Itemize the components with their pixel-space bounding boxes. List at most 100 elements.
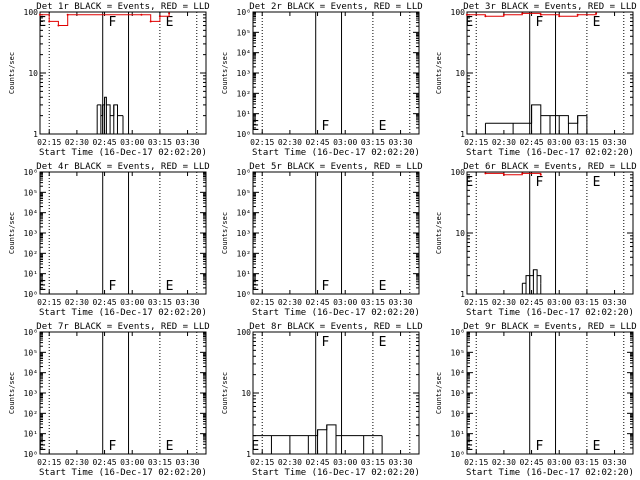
x-tick-label: 02:15 bbox=[250, 458, 274, 467]
x-tick-label: 03:00 bbox=[547, 138, 571, 147]
region-marker-e: E bbox=[465, 15, 473, 30]
lld-point bbox=[558, 15, 561, 18]
y-tick-label: 10⁵ bbox=[24, 188, 38, 197]
y-tick-label: 10⁴ bbox=[451, 369, 465, 378]
y-tick-label: 10 bbox=[241, 389, 251, 398]
y-axis-label: Counts/sec bbox=[221, 212, 229, 254]
y-tick-label: 10⁶ bbox=[24, 328, 38, 337]
panel-title: Det 3r BLACK = Events, RED = LLD bbox=[463, 2, 636, 12]
panel-det-1: Det 1r BLACK = Events, RED = LLD 1 10 100 02… bbox=[8, 2, 210, 158]
y-tick-label: 10¹ bbox=[237, 270, 251, 279]
region-marker-e: E bbox=[251, 279, 259, 294]
region-marker-e: E bbox=[379, 335, 387, 350]
y-tick-label: 1 bbox=[33, 130, 38, 139]
region-marker-f: F bbox=[321, 335, 329, 350]
x-tick-label: 02:45 bbox=[520, 458, 544, 467]
y-tick-label: 10⁴ bbox=[24, 209, 38, 218]
lld-point bbox=[39, 13, 41, 16]
x-tick-label: 02:30 bbox=[65, 138, 89, 147]
x-tick-label: 02:45 bbox=[306, 138, 330, 147]
y-tick-label: 10⁰ bbox=[24, 450, 38, 459]
x-tick-label: 02:45 bbox=[93, 458, 117, 467]
region-marker-e: E bbox=[593, 15, 601, 30]
x-tick-label: 03:30 bbox=[176, 138, 200, 147]
panel-title: Det 1r BLACK = Events, RED = LLD bbox=[36, 2, 209, 12]
y-tick-label: 10³ bbox=[237, 69, 251, 78]
panel-title: Det 9r BLACK = Events, RED = LLD bbox=[463, 322, 636, 332]
x-tick-label: 02:15 bbox=[464, 458, 488, 467]
x-tick-label: 02:15 bbox=[37, 298, 61, 307]
axes-frame bbox=[39, 331, 207, 455]
lld-point bbox=[502, 13, 505, 16]
y-tick-label: 10⁶ bbox=[24, 168, 38, 177]
x-tick-label: 02:30 bbox=[492, 298, 516, 307]
x-axis-label: Start Time (16-Dec-17 02:02:20) bbox=[39, 148, 207, 158]
lld-point bbox=[502, 173, 505, 176]
x-tick-label: 03:15 bbox=[361, 138, 385, 147]
region-marker-e: E bbox=[166, 15, 174, 30]
y-tick-label: 10⁵ bbox=[451, 348, 465, 357]
lld-point bbox=[521, 12, 524, 15]
panel-title: Det 5r BLACK = Events, RED = LLD bbox=[249, 162, 422, 172]
x-tick-label: 03:15 bbox=[361, 458, 385, 467]
region-marker-e: E bbox=[379, 119, 387, 134]
x-tick-label: 03:15 bbox=[148, 298, 172, 307]
region-marker-e: E bbox=[593, 439, 601, 454]
x-axis-label: Start Time (16-Dec-17 02:02:20) bbox=[252, 148, 420, 158]
y-tick-label: 10¹ bbox=[451, 430, 465, 439]
region-marker-e: E bbox=[465, 175, 473, 190]
series-events-line bbox=[97, 96, 123, 117]
y-tick-label: 10⁰ bbox=[451, 450, 465, 459]
region-marker-f: F bbox=[108, 279, 116, 294]
x-tick-label: 03:30 bbox=[176, 458, 200, 467]
panel-det-9: Det 9r BLACK = Events, RED = LLD 10⁰ 10¹ 10… bbox=[435, 322, 637, 478]
x-axis-label: Start Time (16-Dec-17 02:02:20) bbox=[252, 308, 420, 318]
x-axis-label: Start Time (16-Dec-17 02:02:20) bbox=[466, 148, 634, 158]
y-tick-label: 10² bbox=[237, 249, 251, 258]
y-tick-label: 10² bbox=[24, 409, 38, 418]
y-tick-label: 1 bbox=[246, 450, 251, 459]
y-tick-label: 10⁰ bbox=[237, 130, 251, 139]
x-tick-label: 02:30 bbox=[278, 138, 302, 147]
region-marker-e: E bbox=[38, 279, 46, 294]
y-tick-label: 10⁰ bbox=[24, 290, 38, 299]
x-tick-label: 03:15 bbox=[575, 458, 599, 467]
y-tick-label: 10³ bbox=[451, 389, 465, 398]
panel-det-6: Det 6r BLACK = Events, RED = LLD 1 10 100 02… bbox=[435, 162, 637, 318]
y-tick-label: 10² bbox=[237, 89, 251, 98]
y-axis-label: Counts/sec bbox=[221, 52, 229, 94]
y-tick-label: 10² bbox=[24, 249, 38, 258]
series-lld-line bbox=[40, 13, 170, 26]
x-tick-label: 03:30 bbox=[603, 138, 627, 147]
lld-point bbox=[66, 13, 69, 16]
y-tick-label: 10⁰ bbox=[237, 290, 251, 299]
y-tick-label: 10⁶ bbox=[237, 8, 251, 17]
lld-point bbox=[576, 13, 579, 16]
region-marker-e: E bbox=[38, 439, 46, 454]
region-marker-e: E bbox=[251, 119, 259, 134]
panel-title: Det 4r BLACK = Events, RED = LLD bbox=[36, 162, 209, 172]
y-tick-label: 10³ bbox=[237, 229, 251, 238]
lld-point bbox=[149, 20, 152, 23]
y-tick-label: 10 bbox=[28, 69, 38, 78]
y-axis-label: Counts/sec bbox=[8, 212, 16, 254]
x-tick-label: 03:00 bbox=[120, 298, 144, 307]
y-tick-label: 10 bbox=[455, 229, 465, 238]
x-tick-label: 03:15 bbox=[575, 298, 599, 307]
y-axis-label: Counts/sec bbox=[8, 372, 16, 414]
x-tick-label: 02:45 bbox=[306, 458, 330, 467]
y-tick-label: 10⁵ bbox=[24, 348, 38, 357]
region-marker-e: E bbox=[38, 15, 46, 30]
x-tick-label: 03:00 bbox=[333, 458, 357, 467]
panel-title: Det 7r BLACK = Events, RED = LLD bbox=[36, 322, 209, 332]
x-tick-label: 03:30 bbox=[389, 138, 413, 147]
axes-frame bbox=[252, 11, 420, 135]
panel-title: Det 6r BLACK = Events, RED = LLD bbox=[463, 162, 636, 172]
y-tick-label: 10³ bbox=[24, 229, 38, 238]
x-tick-label: 03:30 bbox=[603, 298, 627, 307]
lld-point bbox=[484, 172, 487, 175]
x-tick-label: 03:30 bbox=[389, 298, 413, 307]
y-tick-label: 10⁶ bbox=[451, 328, 465, 337]
x-axis-label: Start Time (16-Dec-17 02:02:20) bbox=[466, 468, 634, 478]
y-tick-label: 1 bbox=[460, 130, 465, 139]
